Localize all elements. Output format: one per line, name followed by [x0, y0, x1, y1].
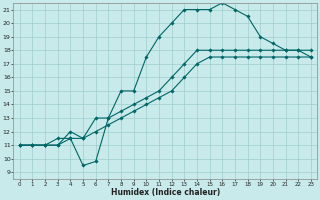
X-axis label: Humidex (Indice chaleur): Humidex (Indice chaleur) — [111, 188, 220, 197]
